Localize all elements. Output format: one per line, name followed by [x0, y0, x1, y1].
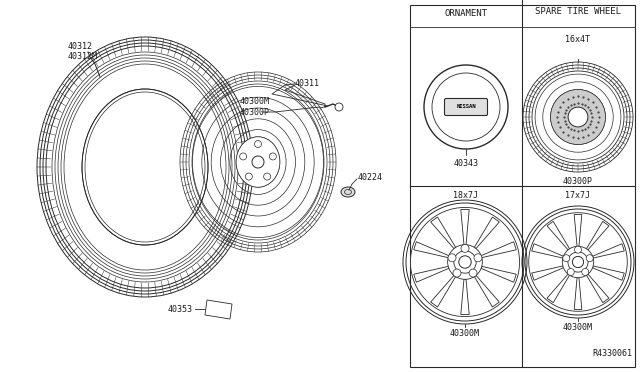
Ellipse shape [236, 137, 280, 187]
Circle shape [563, 246, 594, 278]
Circle shape [245, 173, 252, 180]
Text: 40312
40312M: 40312 40312M [68, 42, 98, 61]
Polygon shape [474, 275, 499, 307]
Polygon shape [586, 221, 609, 250]
Polygon shape [547, 221, 570, 250]
Text: NISSAN: NISSAN [456, 105, 476, 109]
Text: 40300P: 40300P [563, 177, 593, 186]
Circle shape [474, 254, 482, 262]
Polygon shape [461, 279, 469, 315]
Circle shape [550, 90, 605, 144]
Circle shape [529, 213, 627, 311]
Circle shape [264, 173, 271, 180]
Text: ORNAMENT: ORNAMENT [445, 10, 488, 19]
Polygon shape [593, 244, 624, 258]
Ellipse shape [37, 37, 253, 297]
Circle shape [459, 256, 471, 268]
Polygon shape [474, 217, 499, 248]
Polygon shape [431, 275, 456, 307]
Circle shape [586, 255, 593, 262]
Text: 40224: 40224 [358, 173, 383, 182]
Circle shape [568, 252, 588, 272]
Polygon shape [481, 242, 516, 258]
Text: 17x7J: 17x7J [566, 190, 591, 199]
Circle shape [563, 255, 570, 262]
Ellipse shape [341, 187, 355, 197]
Circle shape [447, 245, 483, 279]
Text: 40311: 40311 [295, 80, 320, 89]
Polygon shape [586, 274, 609, 302]
Polygon shape [481, 266, 516, 282]
Circle shape [572, 256, 584, 267]
Circle shape [582, 269, 589, 276]
Circle shape [454, 251, 476, 273]
Circle shape [335, 103, 343, 111]
Polygon shape [593, 266, 624, 280]
Text: R4330061: R4330061 [592, 349, 632, 358]
Text: 40353: 40353 [168, 305, 193, 314]
Text: 40300M
40300P: 40300M 40300P [240, 97, 270, 117]
Polygon shape [532, 266, 563, 280]
Text: SPARE TIRE WHEEL: SPARE TIRE WHEEL [535, 7, 621, 16]
Text: 40343: 40343 [454, 158, 479, 167]
Text: 16x4T: 16x4T [566, 35, 591, 44]
Circle shape [575, 246, 582, 253]
Polygon shape [574, 278, 582, 310]
Text: 18x7J: 18x7J [452, 190, 477, 199]
Circle shape [453, 269, 461, 277]
Circle shape [252, 156, 264, 168]
Polygon shape [461, 209, 469, 245]
Ellipse shape [82, 89, 208, 245]
Polygon shape [413, 242, 449, 258]
Polygon shape [532, 244, 563, 258]
Circle shape [448, 254, 456, 262]
Circle shape [255, 141, 262, 148]
Circle shape [469, 269, 477, 277]
Circle shape [269, 153, 276, 160]
Circle shape [461, 244, 469, 252]
Circle shape [568, 107, 588, 127]
FancyBboxPatch shape [445, 99, 488, 115]
Circle shape [410, 208, 520, 317]
Circle shape [432, 73, 500, 141]
Polygon shape [574, 215, 582, 246]
Polygon shape [431, 217, 456, 248]
Circle shape [567, 269, 574, 276]
Bar [410, 5, 635, 367]
Text: 40300M: 40300M [450, 330, 480, 339]
Circle shape [239, 153, 246, 160]
Polygon shape [413, 266, 449, 282]
Polygon shape [547, 274, 570, 302]
Text: 40300M: 40300M [563, 324, 593, 333]
Circle shape [424, 65, 508, 149]
Polygon shape [205, 300, 232, 319]
